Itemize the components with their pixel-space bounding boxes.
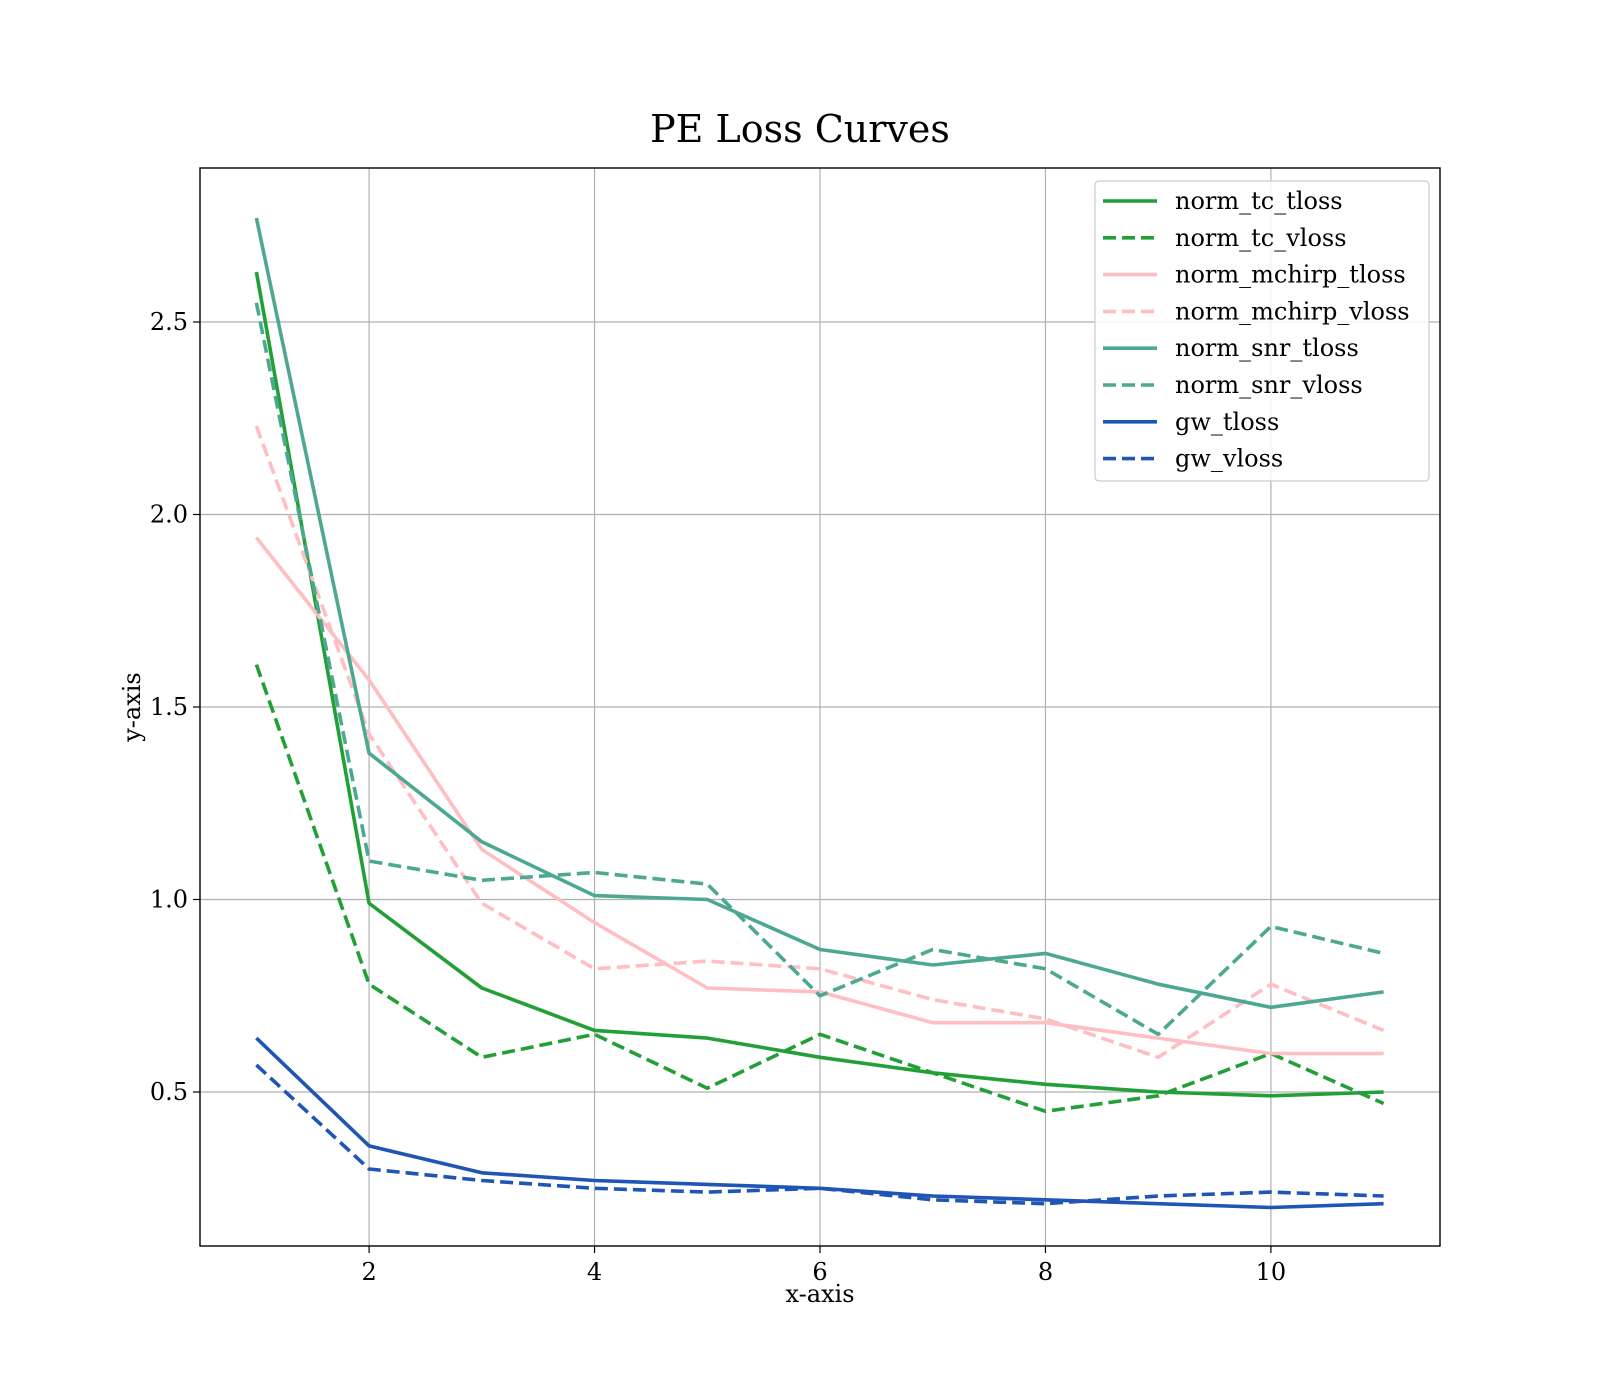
series-line-norm-mchirp-tloss xyxy=(254,536,1384,1056)
legend-label: norm_mchirp_vloss xyxy=(1175,297,1410,325)
x-tick-label: 4 xyxy=(587,1258,602,1286)
series-line-norm-tc-vloss xyxy=(254,664,1385,1114)
series-line-norm-snr-vloss xyxy=(254,302,1385,1037)
y-tick-label: 2.5 xyxy=(150,308,188,336)
legend-label: norm_mchirp_tloss xyxy=(1175,261,1406,289)
legend: norm_tc_tloss norm_tc_vloss norm_mchirp_tl… xyxy=(1094,180,1430,482)
series-lines xyxy=(254,217,1385,1210)
chart-title: PE Loss Curves xyxy=(650,107,950,151)
y-tick-label: 1.5 xyxy=(150,693,188,721)
y-tick-label: 2.0 xyxy=(150,501,188,529)
legend-label: norm_tc_tloss xyxy=(1175,187,1343,215)
x-tick-label: 10 xyxy=(1256,1258,1287,1286)
x-tick-label: 2 xyxy=(361,1258,376,1286)
legend-label: gw_vloss xyxy=(1175,445,1283,473)
legend-label: norm_tc_vloss xyxy=(1175,224,1347,252)
series-line-norm-tc-tloss xyxy=(254,271,1384,1098)
legend-box xyxy=(1094,180,1430,482)
legend-label: norm_snr_tloss xyxy=(1175,334,1359,362)
series-line-gw-tloss xyxy=(255,1036,1384,1210)
y-axis-label: y-axis xyxy=(118,672,146,743)
series-line-norm-mchirp-vloss xyxy=(254,425,1385,1060)
x-tick-label: 8 xyxy=(1038,1258,1053,1286)
series-line-gw-vloss xyxy=(255,1063,1384,1206)
y-tick-label: 0.5 xyxy=(150,1078,188,1106)
legend-label: norm_snr_vloss xyxy=(1175,371,1363,399)
y-tick-label: 1.0 xyxy=(150,886,188,914)
series-line-norm-snr-tloss xyxy=(254,217,1384,1010)
axis-ticks: 2 4 6 8 10 0.5 1.0 1.5 2.0 2.5 xyxy=(150,308,1286,1286)
x-tick-label: 6 xyxy=(812,1258,827,1286)
legend-label: gw_tloss xyxy=(1175,408,1279,436)
x-axis-label: x-axis xyxy=(785,1280,854,1308)
